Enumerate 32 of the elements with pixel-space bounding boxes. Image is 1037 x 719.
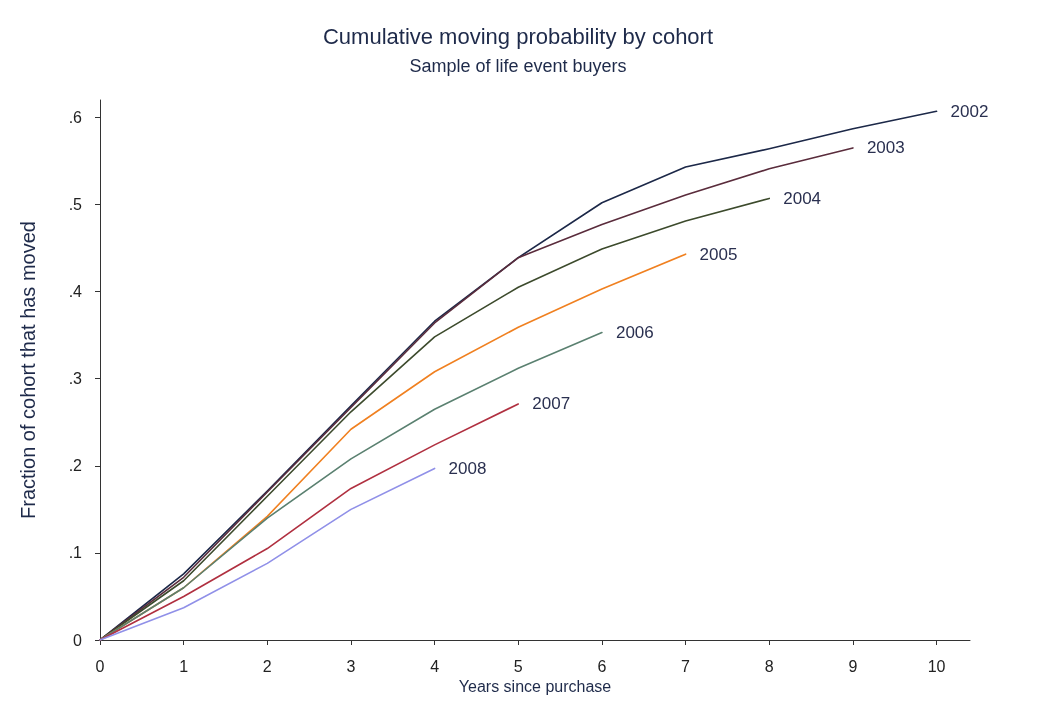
x-tick-label: 1 [179, 657, 189, 675]
x-tick-label: 8 [764, 657, 774, 675]
y-axis-title: Fraction of cohort that has moved [17, 221, 39, 519]
y-tick-label: 0 [73, 631, 83, 649]
x-tick-label: 3 [346, 657, 356, 675]
chart-title: Cumulative moving probability by cohort [322, 23, 714, 49]
x-tick-label: 5 [513, 657, 523, 675]
series-label: 2002 [950, 101, 989, 121]
x-tick-label: 9 [848, 657, 858, 675]
series-label: 2007 [532, 394, 571, 414]
line-series [99, 403, 520, 641]
y-tick-label: .6 [68, 108, 83, 126]
x-axis-title: Years since purchase [458, 678, 612, 696]
x-tick-label: 6 [597, 657, 607, 675]
series-label: 2008 [448, 458, 487, 478]
x-tick-label: 10 [927, 657, 946, 675]
line-series [99, 467, 436, 641]
chart-subtitle: Sample of life event buyers [409, 56, 627, 76]
series-label: 2005 [699, 244, 738, 264]
x-tick-label: 4 [430, 657, 440, 675]
x-tick-label: 0 [95, 657, 105, 675]
y-tick-label: .2 [68, 457, 83, 475]
y-tick-label: .4 [68, 283, 83, 301]
x-tick-label: 2 [262, 657, 272, 675]
y-tick-label: .1 [68, 544, 83, 562]
y-tick-label: .5 [68, 196, 83, 214]
line-series [99, 331, 603, 641]
series-label: 2004 [783, 188, 822, 208]
y-tick-label: .3 [68, 370, 83, 388]
series-label: 2006 [615, 323, 654, 343]
x-tick-label: 7 [681, 657, 691, 675]
series-label: 2003 [866, 138, 905, 158]
